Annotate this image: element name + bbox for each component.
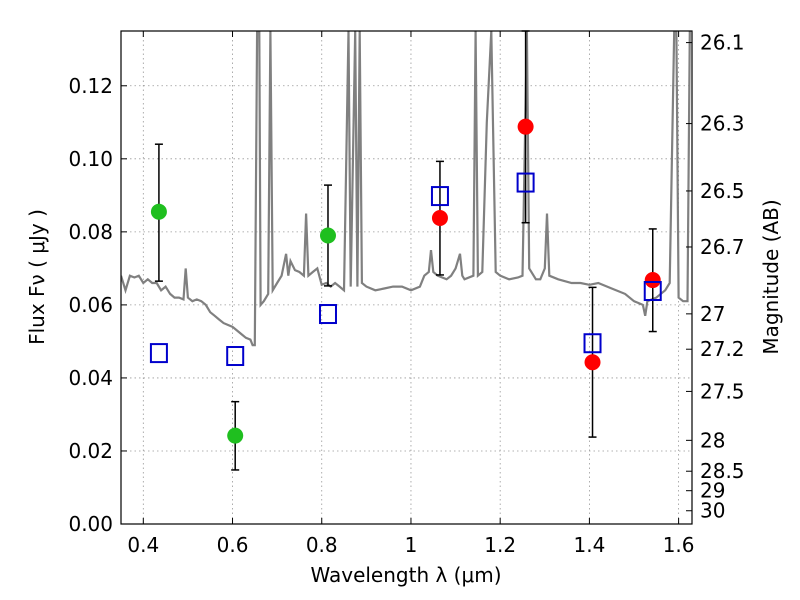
data-point — [150, 203, 167, 220]
data-point — [431, 209, 448, 226]
model-point-square — [226, 346, 245, 367]
data-point — [644, 272, 661, 289]
magnitude-tick-label: 27.2 — [700, 337, 745, 361]
magnitude-tick-label: 28 — [700, 428, 725, 452]
y-tick-label: 0.00 — [68, 512, 113, 536]
plot-frame — [120, 30, 693, 525]
magnitude-tick-label: 30 — [700, 499, 725, 523]
x-tick-label: 0.6 — [217, 533, 249, 557]
data-point — [227, 427, 244, 444]
grid-lines — [121, 31, 692, 525]
data-point — [517, 118, 534, 135]
y-tick-label: 0.06 — [68, 293, 113, 317]
model-point-square — [430, 186, 449, 207]
magnitude-tick-label: 26.1 — [700, 31, 745, 55]
magnitude-tick-label: 26.3 — [700, 112, 745, 136]
x-tick-label: 1 — [405, 533, 418, 557]
x-tick-label: 1.4 — [573, 533, 605, 557]
x-axis: 0.4 0.6 0.8 1 1.2 1.4 1.6 — [127, 31, 695, 557]
data-point — [584, 354, 601, 371]
y-axis: 0.00 0.02 0.04 0.06 0.08 0.10 0.12 — [68, 74, 127, 536]
spectrum-line — [121, 31, 691, 347]
x-axis-label: Wavelength λ (μm) — [310, 563, 501, 587]
magnitude-tick-label: 26.5 — [700, 179, 745, 203]
y-axis-label: Flux Fν ( μJy ) — [25, 209, 49, 345]
y-tick-label: 0.02 — [68, 439, 113, 463]
model-point-square — [149, 343, 168, 364]
y-tick-label: 0.08 — [68, 220, 113, 244]
x-tick-label: 1.6 — [663, 533, 695, 557]
model-point-square — [583, 333, 602, 354]
y-tick-label: 0.12 — [68, 74, 113, 98]
plot-area — [121, 30, 691, 471]
data-point — [319, 227, 336, 244]
magnitude-tick-label: 28.5 — [700, 459, 745, 483]
model-point-square — [318, 304, 337, 325]
model-point-square — [643, 281, 662, 302]
magnitude-tick-label: 27 — [700, 302, 725, 326]
y-tick-label: 0.04 — [68, 366, 113, 390]
model-point-square — [516, 172, 535, 193]
x-tick-label: 0.4 — [127, 533, 159, 557]
magnitude-tick-label: 26.7 — [700, 235, 745, 259]
magnitude-tick-label: 29 — [700, 479, 725, 503]
x-tick-label: 1.2 — [484, 533, 516, 557]
magnitude-axis-label: Magnitude (AB) — [759, 199, 783, 354]
y-tick-label: 0.10 — [68, 147, 113, 171]
magnitude-tick-label: 27.5 — [700, 379, 745, 403]
x-tick-label: 0.8 — [306, 533, 338, 557]
